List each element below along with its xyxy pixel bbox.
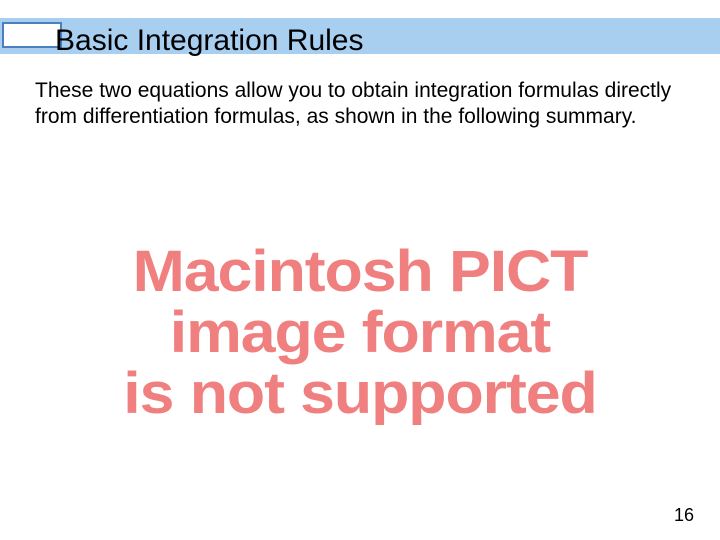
slide-title: Basic Integration Rules bbox=[55, 24, 364, 58]
pict-error-message: Macintosh PICT image format is not suppo… bbox=[0, 242, 720, 425]
error-line-1: Macintosh PICT bbox=[0, 242, 720, 303]
body-paragraph: These two equations allow you to obtain … bbox=[35, 78, 685, 131]
page-number: 16 bbox=[674, 505, 694, 526]
title-bar: Basic Integration Rules bbox=[0, 18, 720, 54]
error-line-2: image format bbox=[0, 303, 720, 364]
error-line-3: is not supported bbox=[0, 364, 720, 425]
title-decor-box bbox=[2, 22, 62, 48]
